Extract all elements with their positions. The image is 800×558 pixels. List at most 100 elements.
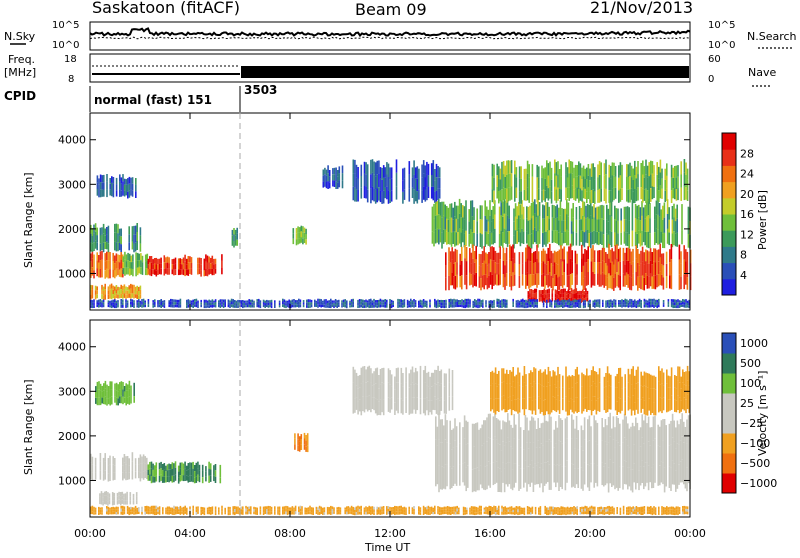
scatter-cell	[556, 375, 558, 387]
scatter-cell	[324, 168, 326, 174]
scatter-cell	[143, 454, 145, 463]
scatter-cell	[451, 273, 453, 286]
scatter-cell	[624, 437, 626, 460]
scatter-cell	[489, 438, 491, 463]
scatter-cell	[512, 381, 514, 395]
scatter-cell	[609, 413, 611, 437]
scatter-cell	[535, 512, 537, 515]
scatter-cell	[346, 512, 348, 515]
scatter-cell	[582, 216, 584, 231]
scatter-cell	[429, 305, 431, 308]
scatter-cell	[362, 381, 364, 396]
scatter-cell	[629, 262, 631, 276]
scatter-cell	[578, 161, 580, 175]
scatter-cell	[503, 261, 505, 274]
scatter-cell	[548, 219, 550, 231]
scatter-cell	[553, 465, 555, 483]
scatter-cell	[168, 305, 170, 307]
scatter-cell	[368, 302, 370, 305]
scatter-cell	[648, 276, 650, 288]
scatter-cell	[123, 497, 125, 501]
scatter-cell	[582, 430, 584, 450]
scatter-cell	[477, 468, 479, 491]
scatter-cell	[149, 507, 151, 510]
scatter-cell	[650, 506, 652, 509]
scatter-cell	[516, 305, 518, 307]
scatter-cell	[352, 302, 354, 305]
scatter-cell	[236, 303, 238, 305]
scatter-cell	[455, 302, 457, 305]
scatter-cell	[451, 203, 453, 218]
scatter-cell	[210, 470, 212, 476]
scatter-cell	[143, 471, 145, 480]
scatter-cell	[610, 509, 612, 512]
scatter-cell	[612, 162, 614, 175]
scatter-cell	[408, 509, 410, 512]
scatter-cell	[599, 262, 601, 274]
scatter-cell	[613, 508, 615, 510]
scatter-cell	[319, 509, 321, 512]
scatter-cell	[559, 263, 561, 276]
scatter-cell	[685, 512, 687, 515]
scatter-cell	[103, 233, 105, 242]
scatter-cell	[451, 430, 453, 449]
scatter-cell	[515, 217, 517, 231]
scatter-cell	[146, 472, 148, 479]
scatter-cell	[545, 217, 547, 232]
scatter-cell	[572, 400, 574, 412]
scatter-cell	[301, 439, 303, 444]
scatter-cell	[129, 389, 131, 397]
scatter-cell	[440, 300, 442, 303]
scatter-cell	[184, 269, 186, 276]
scatter-cell	[162, 477, 164, 483]
scatter-cell	[303, 305, 305, 307]
scatter-cell	[674, 375, 676, 387]
scatter-cell	[215, 464, 217, 470]
scatter-cell	[532, 372, 534, 386]
scatter-cell	[661, 509, 663, 512]
scatter-cell	[133, 508, 135, 510]
scatter-cell	[686, 420, 688, 444]
scatter-cell	[595, 231, 597, 243]
scatter-cell	[159, 509, 161, 512]
scatter-cell	[373, 371, 375, 384]
scatter-cell	[618, 249, 620, 262]
scatter-cell	[566, 461, 568, 483]
scatter-cell	[172, 299, 174, 302]
scatter-cell	[489, 200, 491, 216]
scatter-cell	[373, 299, 375, 302]
scatter-cell	[627, 206, 629, 219]
scatter-cell	[344, 510, 346, 512]
scatter-cell	[559, 401, 561, 414]
scatter-cell	[660, 160, 662, 173]
scatter-cell	[617, 467, 619, 491]
scatter-cell	[640, 163, 642, 175]
scatter-cell	[506, 175, 508, 189]
scatter-cell	[180, 463, 182, 469]
scatter-cell	[302, 226, 304, 232]
scatter-cell	[625, 220, 627, 233]
scatter-cell	[509, 370, 511, 383]
scatter-cell	[637, 305, 639, 307]
scatter-cell	[456, 305, 458, 308]
scatter-cell	[532, 177, 534, 190]
scatter-cell	[373, 512, 375, 515]
scatter-cell	[451, 247, 453, 260]
scatter-cell	[591, 248, 593, 261]
scatter-cell	[593, 440, 595, 464]
scatter-cell	[433, 232, 435, 246]
scatter-cell	[304, 508, 306, 510]
scatter-cell	[665, 446, 667, 467]
scatter-cell	[111, 294, 113, 299]
scatter-cell	[415, 190, 417, 201]
scatter-cell	[466, 508, 468, 510]
scatter-cell	[512, 299, 514, 302]
scatter-cell	[647, 512, 649, 514]
scatter-cell	[402, 373, 404, 387]
scatter-cell	[480, 300, 482, 302]
noise-search-line	[90, 37, 690, 38]
scatter-cell	[92, 244, 94, 252]
scatter-cell	[549, 244, 551, 258]
scatter-cell	[524, 508, 526, 511]
scatter-cell	[97, 175, 99, 182]
